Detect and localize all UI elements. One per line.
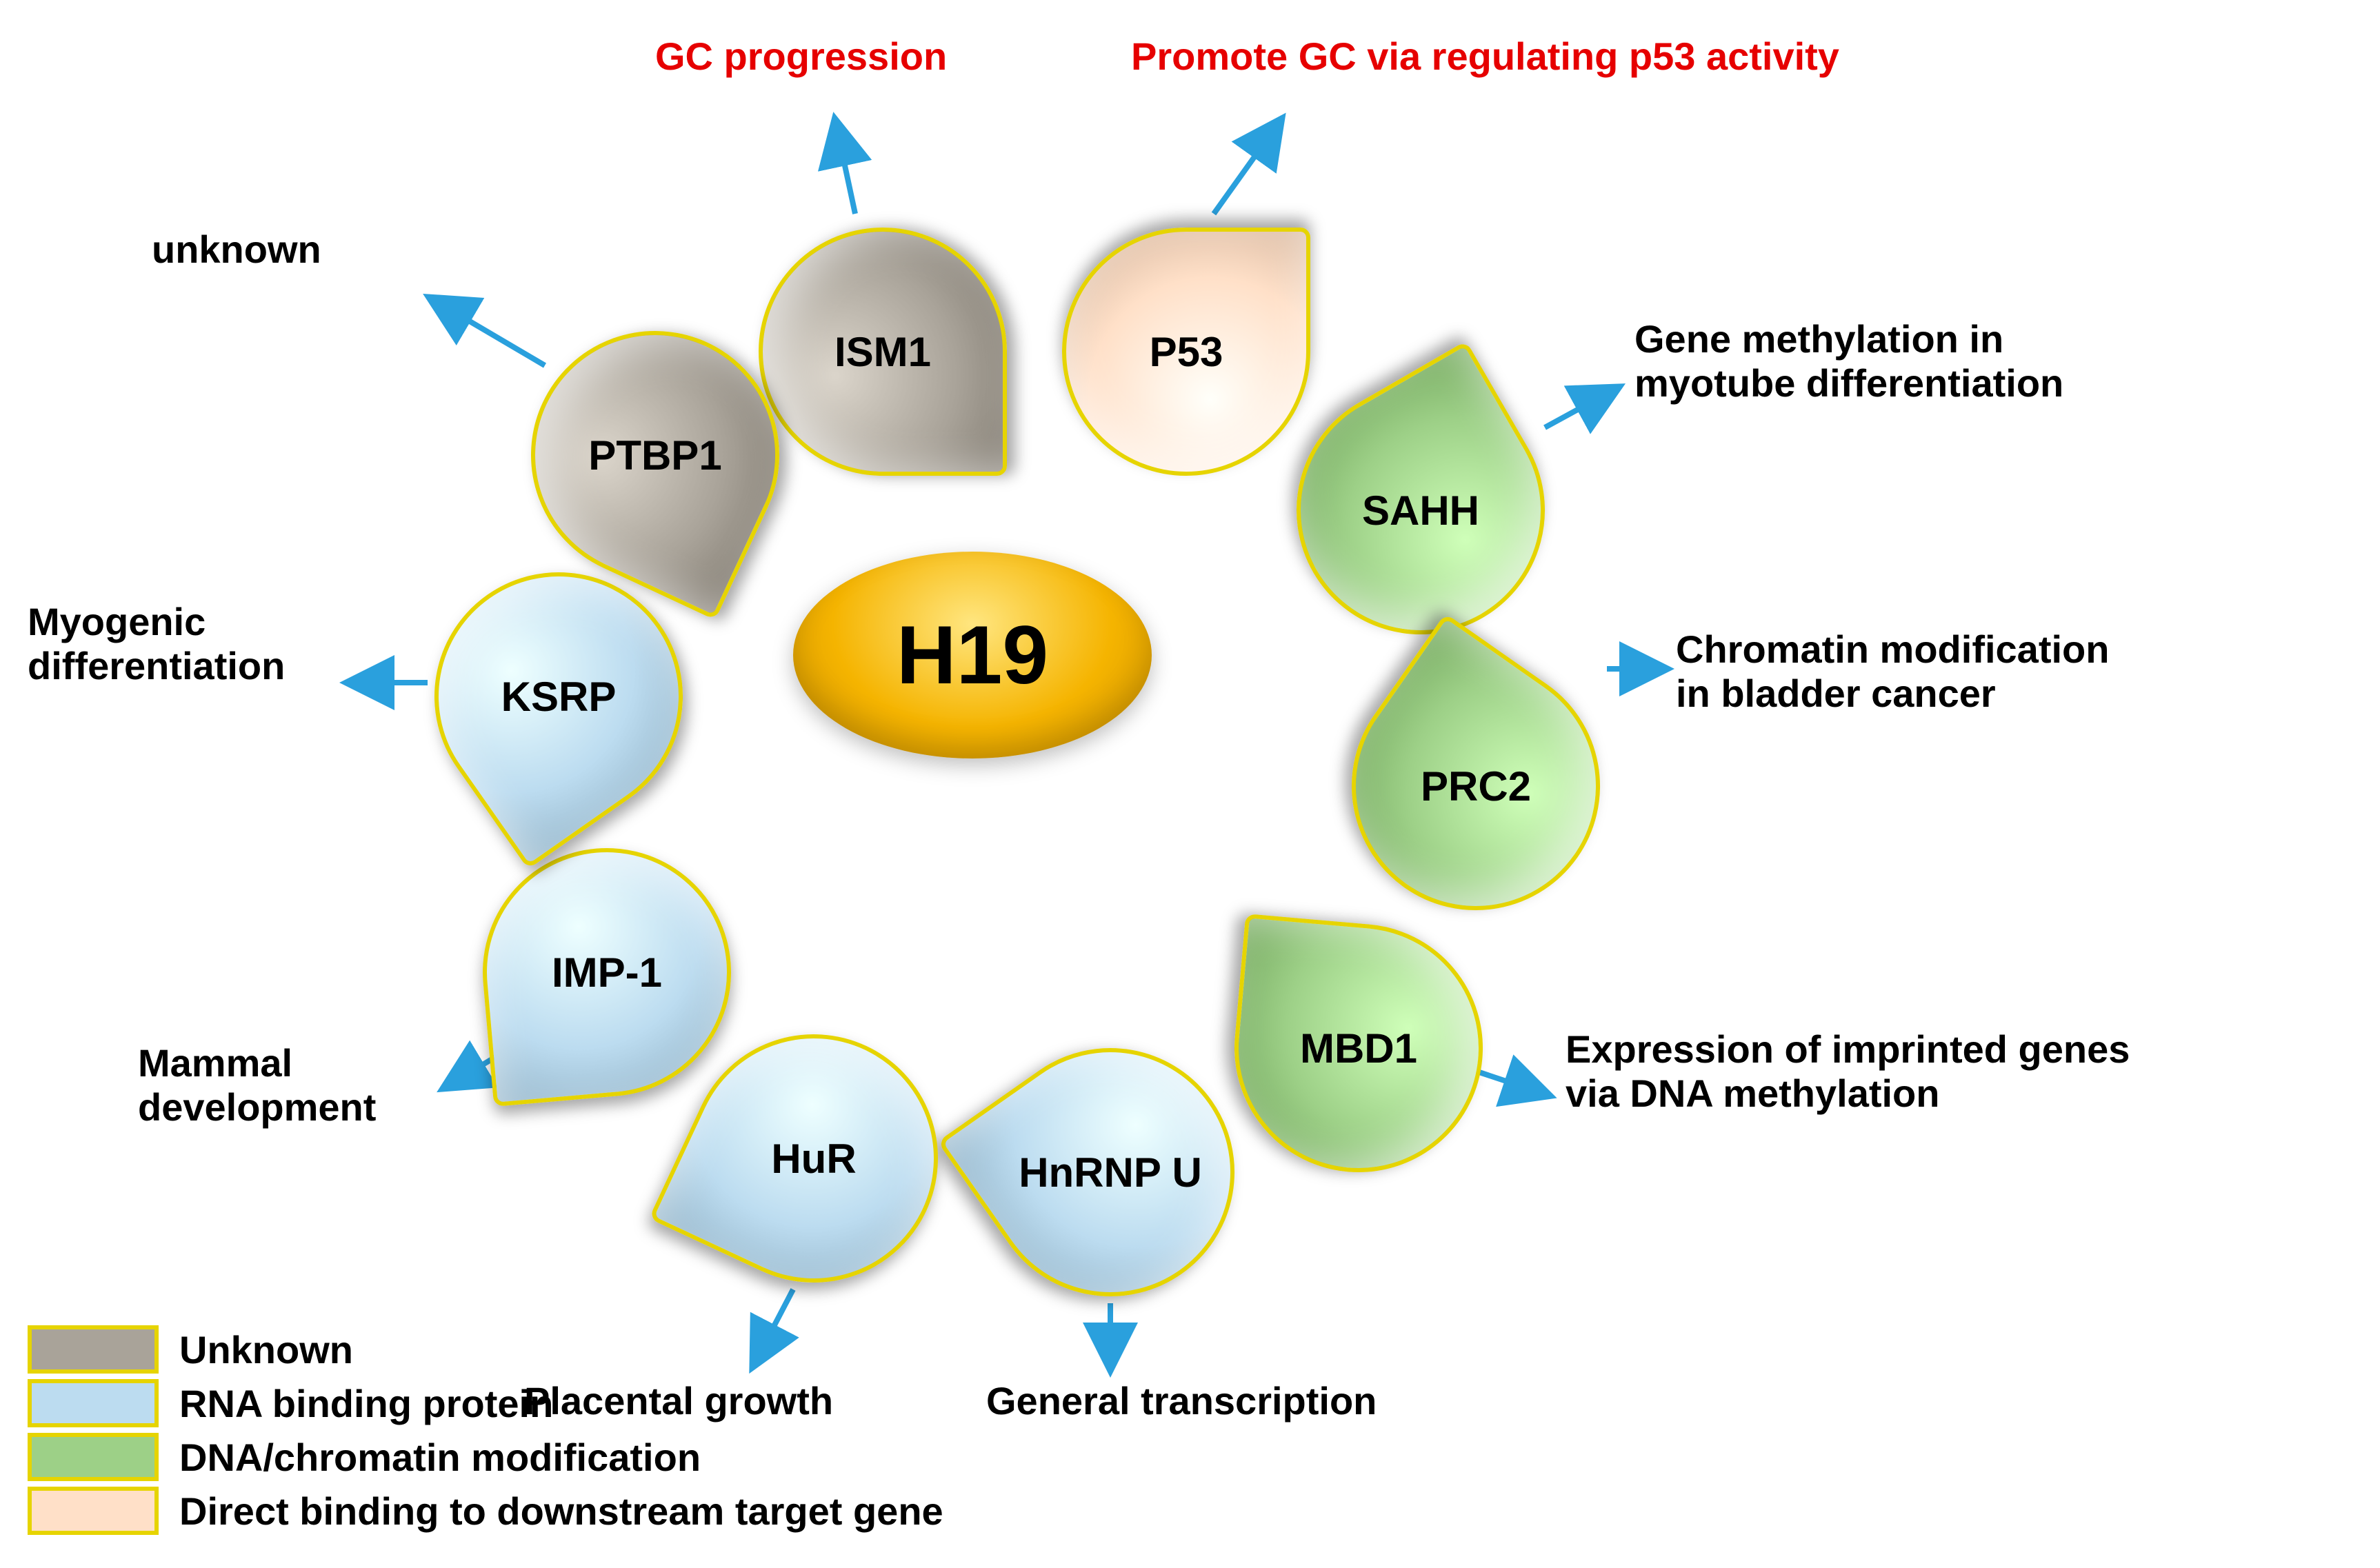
legend-swatch-icon [28,1433,159,1481]
legend-label: RNA binding protein [179,1381,553,1426]
node-label: IMP-1 [483,848,731,1096]
legend-swatch-icon [28,1487,159,1535]
node-label: SAHH [1297,386,1545,634]
legend-row-rna: RNA binding protein [28,1379,943,1427]
legend-row-unknown: Unknown [28,1325,943,1374]
annotation-ism1: GC progression [655,34,947,79]
node-label: KSRP [434,572,683,821]
arrow-ptbp1 [428,296,545,365]
legend-swatch-icon [28,1379,159,1427]
node-imp1: IMP-1 [483,848,731,1096]
legend: Unknown RNA binding protein DNA/chromatin … [28,1320,943,1540]
node-sahh: SAHH [1297,386,1545,634]
legend-label: DNA/chromatin modification [179,1435,701,1480]
node-mbd1: MBD1 [1234,924,1483,1172]
node-label: ISM1 [759,228,1007,476]
legend-row-direct: Direct binding to downstream target gene [28,1487,943,1535]
center-node: H19 [793,552,1152,758]
node-label: PRC2 [1352,662,1600,910]
node-label: HnRNP U [986,1048,1234,1296]
annotation-ksrp: Myogenicdifferentiation [28,600,285,689]
node-label: PTBP1 [531,331,779,579]
legend-label: Direct binding to downstream target gene [179,1489,943,1534]
arrow-p53 [1214,117,1283,214]
annotation-imp1: Mammaldevelopment [138,1041,376,1130]
node-ism1: ISM1 [759,228,1007,476]
node-label: P53 [1062,228,1310,476]
node-label: MBD1 [1234,924,1483,1172]
annotation-p53: Promote GC via regulating p53 activity [1131,34,1839,79]
annotation-hnrnpu: General transcription [986,1379,1377,1423]
annotation-prc2: Chromatin modificationin bladder cancer [1676,627,2109,716]
node-p53: P53 [1062,228,1310,476]
arrow-sahh [1545,386,1621,428]
annotation-ptbp1: unknown [152,228,321,272]
node-hnrnpu: HnRNP U [986,1048,1234,1296]
legend-row-dna: DNA/chromatin modification [28,1433,943,1481]
annotation-sahh: Gene methylation inmyotube differentiati… [1634,317,2063,406]
legend-swatch-icon [28,1325,159,1374]
annotation-mbd1: Expression of imprinted genesvia DNA met… [1566,1027,2130,1116]
arrow-ism1 [834,117,855,214]
legend-label: Unknown [179,1327,353,1372]
node-ptbp1: PTBP1 [531,331,779,579]
node-prc2: PRC2 [1352,662,1600,910]
node-ksrp: KSRP [434,572,683,821]
